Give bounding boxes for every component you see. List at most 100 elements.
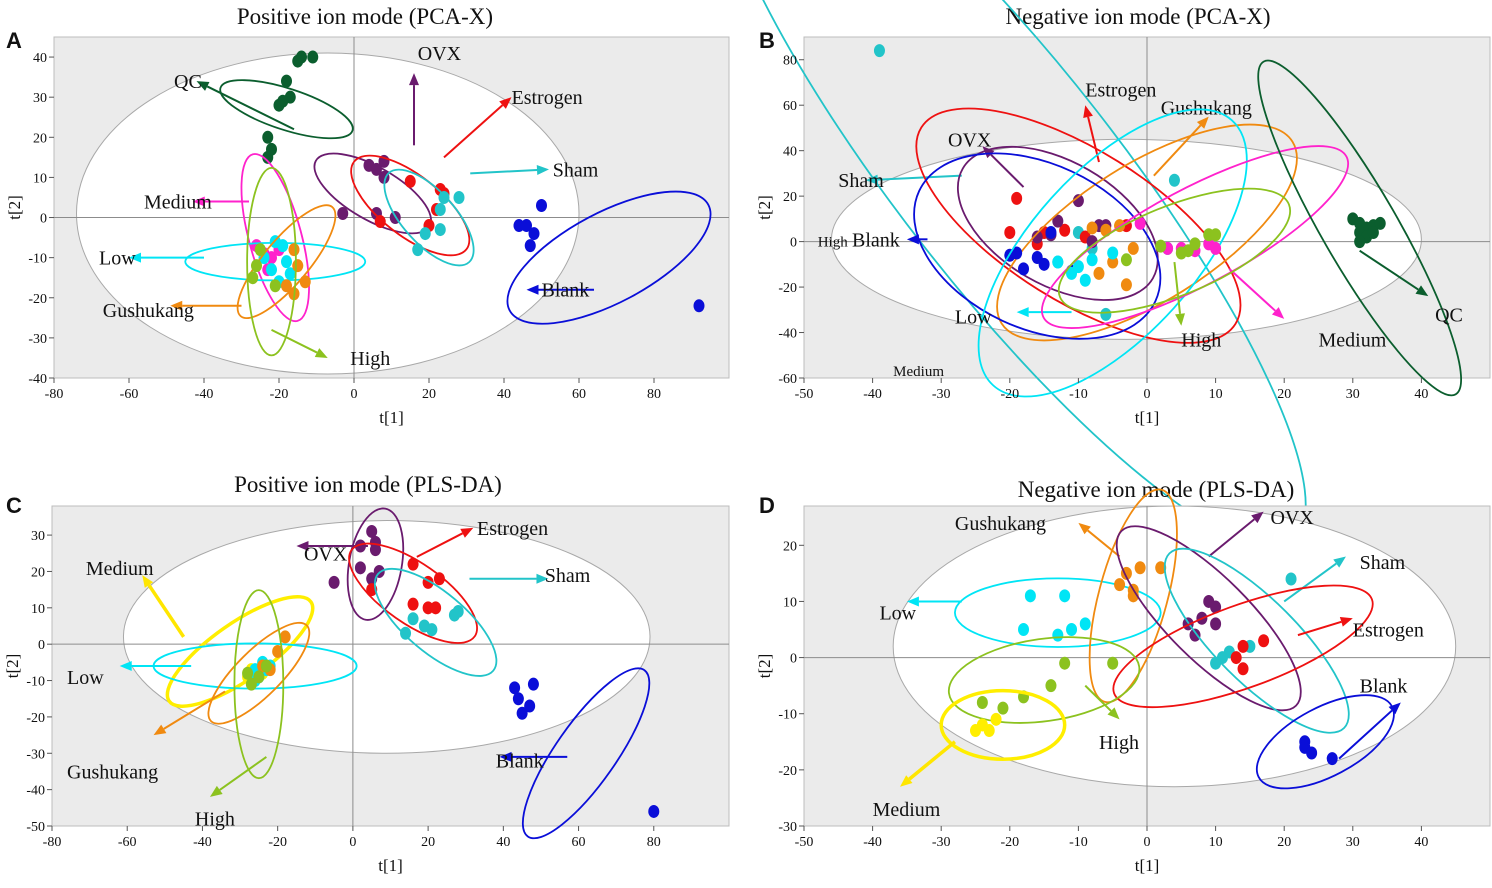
- panel-a-group-estrogen: Estrogen: [350, 87, 583, 257]
- panel-b-ovx-point: [1031, 230, 1043, 244]
- panel-b-low-point: [1086, 253, 1098, 267]
- panel-a-blank-label: Blank: [542, 280, 590, 302]
- panel-b-high-point: [1155, 239, 1167, 253]
- panel-c-low-label: Low: [67, 667, 104, 689]
- panel-b-gushukang-arrow-line: [1153, 124, 1202, 177]
- panel-c-gushukang-point: [279, 630, 291, 644]
- panel-a-blank-point: [693, 299, 705, 313]
- panel-c-y-axis-label: t[2]: [3, 654, 22, 679]
- panel-c-x-tick-label: 40: [496, 835, 510, 850]
- panel-a-group-low: Low: [99, 235, 367, 289]
- panel-c-high-point: [253, 670, 265, 684]
- panel-a-ovx-arrow-head: [409, 73, 419, 86]
- panel-a-x-tick-label: -80: [45, 387, 64, 402]
- panel-d-sham-arrow-head: [1333, 556, 1346, 568]
- panel-c-estrogen-label: Estrogen: [477, 518, 548, 540]
- panel-c-ovx-point: [369, 543, 381, 557]
- panel-a-x-tick-label: -20: [270, 387, 289, 402]
- panel-d-ovx-arrow-line: [1208, 518, 1255, 558]
- panel-d-high-arrow-line: [1084, 684, 1112, 712]
- panel-b-ovx-label: OVX: [948, 129, 992, 151]
- panel-d-estrogen-point: [1237, 662, 1249, 676]
- panel-d-low-point: [1066, 623, 1078, 637]
- panel-a-ovx-point: [371, 162, 382, 176]
- panel-c-high-arrow-head: [209, 785, 223, 797]
- panel-d-estrogen-point: [1258, 634, 1270, 648]
- panel-d-gushukang-point: [1155, 561, 1167, 575]
- panel-c-ovx-point: [328, 575, 340, 589]
- panel-d-medium-arrow-line: [908, 740, 957, 781]
- panel-c-ovx-point: [354, 561, 366, 575]
- panel-b-x-axis-label: t[1]: [1135, 408, 1160, 427]
- panel-b-x-tick-label: -10: [1069, 387, 1088, 402]
- panel-c-estrogen-arrow-line: [416, 532, 464, 558]
- panel-d-estrogen-ellipse: [1112, 584, 1374, 709]
- panel-d-ovx-arrow-head: [1251, 511, 1264, 524]
- panel-c-blank-point: [524, 699, 536, 713]
- panel-d-low-point: [1018, 623, 1030, 637]
- panel-a-estrogen-point: [374, 215, 386, 229]
- panel-b-ovx-arrow-line: [990, 153, 1025, 188]
- panel-a-sham-point: [434, 203, 446, 217]
- panel-b-qc-point: [1354, 235, 1366, 249]
- panel-d-y-tick-label: -20: [778, 764, 797, 779]
- panel-c-gushukang-label: Gushukang: [67, 761, 158, 783]
- panel-b-sham-label: Sham: [838, 170, 884, 192]
- panel-d-estrogen-point: [1237, 639, 1249, 653]
- panel-c-blank-point: [512, 692, 524, 706]
- panel-d-low-point: [1024, 589, 1036, 603]
- panel-d-y-tick-label: 10: [783, 595, 797, 610]
- panel-a-qc-arrow-line: [206, 85, 295, 131]
- panel-b-low-point: [1079, 273, 1091, 287]
- panel-b-estrogen-arrow-head: [1083, 105, 1093, 119]
- panel-a-group-high: High: [246, 167, 390, 370]
- panel-a-blank-ellipse: [506, 190, 712, 325]
- panel-a-estrogen-label: Estrogen: [512, 87, 583, 109]
- panel-b-estrogen-label: Estrogen: [1085, 79, 1156, 101]
- panel-a-low-label: Low: [99, 248, 136, 270]
- panel-a-estrogen-point: [404, 174, 416, 188]
- panel-b-sham-point: [873, 44, 885, 58]
- panel-b-high-point: [1189, 237, 1201, 251]
- panel-a-sham-point: [434, 223, 446, 237]
- panel-c-high-ellipse: [233, 589, 285, 780]
- panel-b-medium-point: [1203, 237, 1215, 251]
- panel-d-gushukang-label: Gushukang: [955, 513, 1046, 535]
- panel-c-sham-arrow-head: [536, 573, 549, 584]
- panel-c-blank-ellipse: [521, 667, 651, 840]
- panel-d-low-point: [1052, 628, 1064, 642]
- panel-b-y-tick-label: -20: [778, 281, 797, 296]
- panel-a-qc-point: [262, 130, 274, 144]
- panel-d-gushukang-point: [1114, 578, 1126, 592]
- panel-d-high-point: [997, 701, 1009, 715]
- panel-b-y-tick-label: 40: [783, 145, 797, 160]
- panel-b-high-arrow-head: [1175, 313, 1185, 326]
- panel-a-high-label: High: [350, 348, 390, 370]
- panel-d-high-ellipse: [947, 636, 1141, 724]
- panel-b-high-point: [1120, 253, 1132, 267]
- panel-d-low-ellipse: [954, 577, 1162, 648]
- panel-b-x-tick-label: 20: [1277, 387, 1291, 402]
- panel-b-blank-label: Blank: [852, 229, 900, 251]
- panel-d-blank-label: Blank: [1360, 676, 1408, 698]
- panel-d-high-point: [976, 695, 988, 709]
- panel-b-medium-arrow-head: [1271, 307, 1285, 319]
- panel-a-sham-point: [438, 190, 450, 204]
- panel-c-estrogen-point: [422, 601, 434, 615]
- panel-c-y-tick-label: -50: [26, 820, 45, 835]
- panel-d-low-label: Low: [879, 603, 916, 625]
- panel-c-blank-point: [509, 681, 521, 695]
- panel-c-y-tick-label: 20: [31, 565, 45, 580]
- panel-d-x-tick-label: 30: [1346, 835, 1360, 850]
- panel-a-qc-label: QC: [174, 71, 202, 93]
- panel-b-high-point: [1175, 246, 1187, 260]
- panel-c-sham-point: [400, 626, 412, 640]
- panel-b-high-ellipse: [1057, 187, 1292, 314]
- panel-a-x-tick-label: -60: [120, 387, 139, 402]
- panel-c-group-sham: Sham: [373, 565, 591, 677]
- panel-c-high-point: [242, 666, 254, 680]
- panel-a-gushukang-point: [281, 279, 292, 293]
- panel-d-medium-ellipse: [939, 688, 1067, 761]
- panel-b-x-tick-label: 40: [1414, 387, 1428, 402]
